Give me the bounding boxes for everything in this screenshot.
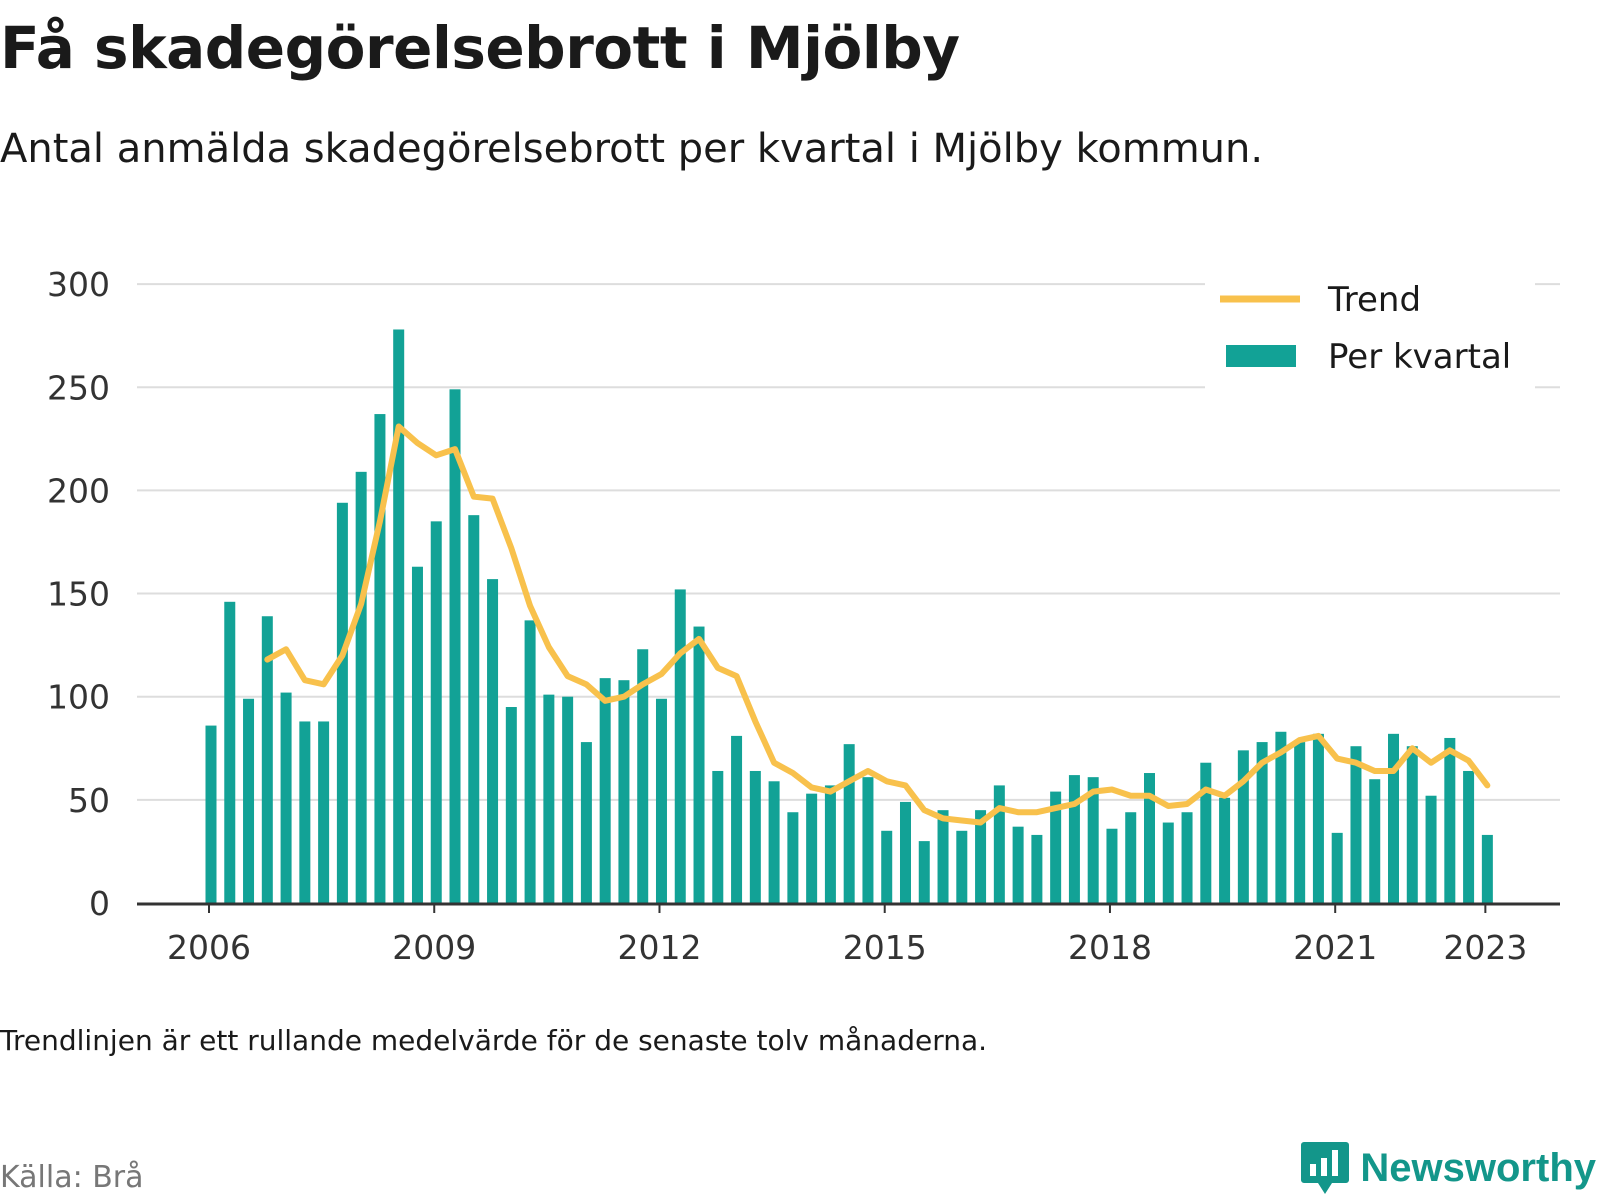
- x-tick-label: 2023: [1443, 928, 1527, 967]
- x-tick-label: 2015: [843, 928, 927, 967]
- legend-bar-label: Per kvartal: [1328, 337, 1511, 377]
- bar: [468, 515, 480, 903]
- bar: [674, 589, 686, 903]
- x-tick-label: 2009: [392, 928, 476, 967]
- bar: [843, 744, 855, 903]
- bar: [336, 502, 348, 903]
- bar: [637, 649, 649, 903]
- chart-subtitle: Antal anmälda skadegörelsebrott per kvar…: [0, 126, 1264, 172]
- bar: [824, 785, 836, 903]
- bar: [411, 566, 423, 903]
- bar: [562, 696, 574, 903]
- y-tick-label: 100: [47, 678, 110, 717]
- bar: [1106, 828, 1118, 903]
- bar-series: [205, 329, 1493, 904]
- bar: [655, 698, 667, 903]
- legend: Trend Per kvartal: [1205, 275, 1535, 410]
- brand: Newsworthy: [1300, 1140, 1596, 1196]
- y-tick-label: 150: [47, 575, 110, 614]
- bar: [899, 801, 911, 903]
- bar: [487, 579, 499, 903]
- bar: [1294, 742, 1306, 903]
- bar: [1200, 762, 1212, 903]
- bar: [806, 793, 818, 903]
- bar: [1219, 797, 1231, 903]
- bar: [1444, 737, 1456, 903]
- bar: [1125, 812, 1137, 903]
- bar: [937, 810, 949, 903]
- bar: [1237, 750, 1249, 903]
- x-axis-ticks: 2006 2009 2012 2015 2018 2021 2023: [167, 903, 1527, 967]
- bar: [280, 692, 292, 903]
- bar: [1312, 733, 1324, 903]
- bar: [618, 680, 630, 903]
- bar: [1162, 822, 1174, 903]
- bar: [261, 616, 273, 903]
- brand-name: Newsworthy: [1360, 1145, 1596, 1190]
- bar: [1275, 731, 1287, 903]
- x-tick-label: 2018: [1068, 928, 1152, 967]
- legend-trend-label: Trend: [1327, 280, 1421, 320]
- bar: [1031, 834, 1043, 903]
- source-note: Källa: Brå: [0, 1160, 144, 1195]
- y-tick-label: 50: [68, 781, 110, 820]
- y-axis-labels: 0 50 100 150 200 250 300: [47, 265, 110, 923]
- bar: [956, 830, 968, 903]
- bar: [449, 389, 461, 903]
- bar: [787, 812, 799, 903]
- bar: [1256, 742, 1268, 903]
- bar: [731, 735, 743, 903]
- bar: [430, 521, 442, 903]
- x-tick-label: 2012: [617, 928, 701, 967]
- bar: [1369, 779, 1381, 903]
- bar: [505, 707, 517, 903]
- bar: [975, 810, 987, 903]
- bar: [918, 841, 930, 903]
- bar: [1087, 777, 1099, 903]
- y-tick-label: 200: [47, 471, 110, 510]
- x-tick-label: 2021: [1293, 928, 1377, 967]
- x-tick-label: 2006: [167, 928, 251, 967]
- bar: [1481, 834, 1493, 903]
- bar: [374, 414, 386, 903]
- bar: [524, 620, 536, 903]
- bar: [393, 329, 405, 904]
- bar: [224, 601, 236, 903]
- chart-title: Få skadegörelsebrott i Mjölby: [0, 14, 960, 82]
- y-tick-label: 300: [47, 265, 110, 304]
- bar: [205, 725, 217, 903]
- bar: [768, 781, 780, 903]
- bar: [693, 626, 705, 903]
- newsworthy-logo-icon: [1301, 1142, 1350, 1194]
- bar: [580, 742, 592, 903]
- bar: [1331, 832, 1343, 903]
- bar: [1144, 773, 1155, 903]
- bar: [243, 698, 255, 903]
- trend-line: [264, 423, 1491, 826]
- bar: [1012, 826, 1024, 903]
- bar: [993, 785, 1005, 903]
- y-tick-label: 0: [89, 884, 110, 923]
- bar: [543, 694, 555, 903]
- bar: [712, 770, 724, 903]
- bar: [1181, 812, 1193, 903]
- bar: [599, 678, 611, 903]
- bar: [1425, 795, 1437, 903]
- bar: [1050, 791, 1062, 903]
- bar: [299, 721, 311, 903]
- y-tick-label: 250: [47, 368, 110, 407]
- bar: [1406, 746, 1418, 903]
- footnote: Trendlinjen är ett rullande medelvärde f…: [0, 1024, 988, 1057]
- bar: [318, 721, 330, 903]
- bar: [881, 830, 893, 903]
- bar: [1350, 746, 1362, 903]
- bar: [1068, 775, 1080, 903]
- bar: [1388, 733, 1400, 903]
- bar: [355, 471, 367, 903]
- legend-bar-swatch: [1226, 345, 1296, 367]
- bar: [1463, 770, 1475, 903]
- bar: [862, 777, 874, 903]
- bar: [749, 770, 761, 903]
